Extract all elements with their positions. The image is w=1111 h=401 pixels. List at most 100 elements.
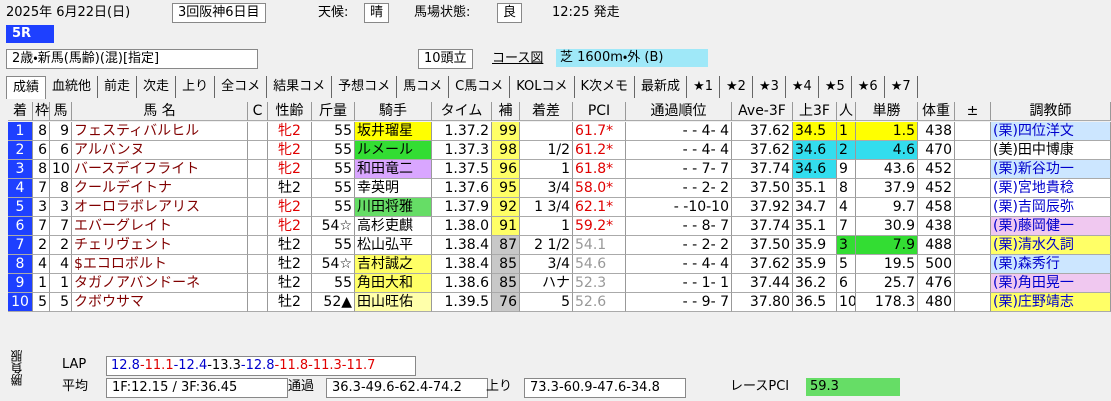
cell: 7 xyxy=(50,217,72,236)
meeting: 3回阪神6日目 xyxy=(172,3,266,23)
column-header: PCI xyxy=(573,102,626,121)
cell: 34.5 xyxy=(793,122,837,141)
cell: 35.1 xyxy=(793,217,837,236)
cell: 476 xyxy=(918,274,955,293)
cell: 52.6 xyxy=(573,293,626,312)
cell: 19.5 xyxy=(856,255,918,274)
cell: 2 xyxy=(33,236,50,255)
cell: 9.7 xyxy=(856,198,918,217)
tab[interactable]: 全コメ xyxy=(215,76,268,98)
tab[interactable]: 最新成 xyxy=(635,76,688,98)
cell: 37.62 xyxy=(732,141,793,160)
tab[interactable]: 結果コメ xyxy=(267,76,333,98)
cell: 76 xyxy=(492,293,520,312)
cell: 9 xyxy=(50,122,72,141)
cell: 54☆ xyxy=(312,217,355,236)
cell: 7 xyxy=(8,236,33,255)
cell: 2 xyxy=(8,141,33,160)
result-row: 6 7 7 エバーグレイト 牝2 54☆ 高杉吏麒 1.38.0 91 1 59.2* - - 8- … xyxy=(8,217,1111,236)
lap: -11.8 xyxy=(274,358,309,373)
cell: (栗)森秀行 xyxy=(991,255,1111,274)
cell xyxy=(955,274,991,293)
cell xyxy=(955,160,991,179)
cell: 480 xyxy=(918,293,955,312)
column-header: 単勝 xyxy=(856,102,918,121)
cell: 7 xyxy=(837,217,856,236)
cell: 500 xyxy=(918,255,955,274)
lap: -12.8 xyxy=(240,358,275,373)
tab[interactable]: 上り xyxy=(176,76,216,98)
tab[interactable]: KOLコメ xyxy=(510,76,575,98)
tab[interactable]: ★2 xyxy=(720,76,753,98)
cell: 37.50 xyxy=(732,179,793,198)
cell xyxy=(955,122,991,141)
cell: 59.2* xyxy=(573,217,626,236)
cell: 1.38.6 xyxy=(432,274,492,293)
cell: (栗)清水久詞 xyxy=(991,236,1111,255)
cell: アルバンヌ xyxy=(72,141,248,160)
cell: 7.9 xyxy=(856,236,918,255)
cell: - - 4- 4 xyxy=(626,255,732,274)
tab[interactable]: 馬コメ xyxy=(397,76,450,98)
cell xyxy=(248,255,268,274)
tab[interactable]: 次走 xyxy=(137,76,177,98)
cell: 幸英明 xyxy=(355,179,432,198)
column-header: 馬 名 xyxy=(72,102,248,121)
tab[interactable]: 予想コメ xyxy=(332,76,398,98)
tab[interactable]: K次メモ xyxy=(575,76,636,98)
tab[interactable]: ★6 xyxy=(852,76,885,98)
result-row: 1 8 9 フェスティバルヒル 牝2 55 坂井瑠星 1.37.2 99 61.7* - - 4- … xyxy=(8,122,1111,141)
cell xyxy=(248,217,268,236)
cell: 松山弘平 xyxy=(355,236,432,255)
cell: 10 xyxy=(50,160,72,179)
column-header: C xyxy=(248,102,268,121)
cell: 牡2 xyxy=(268,236,312,255)
column-header: 馬 xyxy=(50,102,72,121)
cell xyxy=(248,160,268,179)
cell: 3/4 xyxy=(520,255,573,274)
cell: クボウサマ xyxy=(72,293,248,312)
cell: チェリヴェント xyxy=(72,236,248,255)
lap: -11.3 xyxy=(308,358,342,373)
avg: 1F:12.15 / 3F:36.45 xyxy=(106,378,288,398)
cell: 35.9 xyxy=(793,236,837,255)
tab[interactable]: ★3 xyxy=(753,76,786,98)
cell: 1.37.9 xyxy=(432,198,492,217)
column-header: 上3F xyxy=(793,102,837,121)
cell: 9 xyxy=(8,274,33,293)
avg-label: 平均 xyxy=(62,379,89,394)
cell: 43.6 xyxy=(856,160,918,179)
course-map-link[interactable]: コース図 xyxy=(492,51,544,66)
cell: 3 xyxy=(8,160,33,179)
cell xyxy=(248,122,268,141)
cell: エバーグレイト xyxy=(72,217,248,236)
tab[interactable]: 成績 xyxy=(6,76,47,99)
pass: 36.3-49.6-62.4-74.2 xyxy=(326,378,488,398)
column-header: タイム xyxy=(432,102,492,121)
tab[interactable]: C馬コメ xyxy=(449,76,511,98)
tab[interactable]: 血統他 xyxy=(46,76,99,98)
cell: 牡2 xyxy=(268,255,312,274)
cell xyxy=(248,141,268,160)
cell: 4 xyxy=(33,255,50,274)
tab[interactable]: ★7 xyxy=(885,76,918,98)
cell: タガノアバンドーネ xyxy=(72,274,248,293)
tab[interactable]: ★1 xyxy=(687,76,720,98)
tab[interactable]: ★4 xyxy=(786,76,819,98)
cell: ハナ xyxy=(520,274,573,293)
cell: 4 xyxy=(50,255,72,274)
cell: 61.2* xyxy=(573,141,626,160)
tab[interactable]: 前走 xyxy=(98,76,138,98)
tab[interactable]: ★5 xyxy=(819,76,852,98)
last: 73.3-60.9-47.6-34.8 xyxy=(524,378,686,398)
cell: 6 xyxy=(33,141,50,160)
pass-label: 通過 xyxy=(288,379,315,394)
cell: 37.50 xyxy=(732,236,793,255)
cell: 牝2 xyxy=(268,160,312,179)
side-label: 勝負服 xyxy=(10,350,24,386)
cell: 8 xyxy=(33,160,50,179)
cell xyxy=(955,255,991,274)
cell: 34.7 xyxy=(793,198,837,217)
cell: 9 xyxy=(837,160,856,179)
